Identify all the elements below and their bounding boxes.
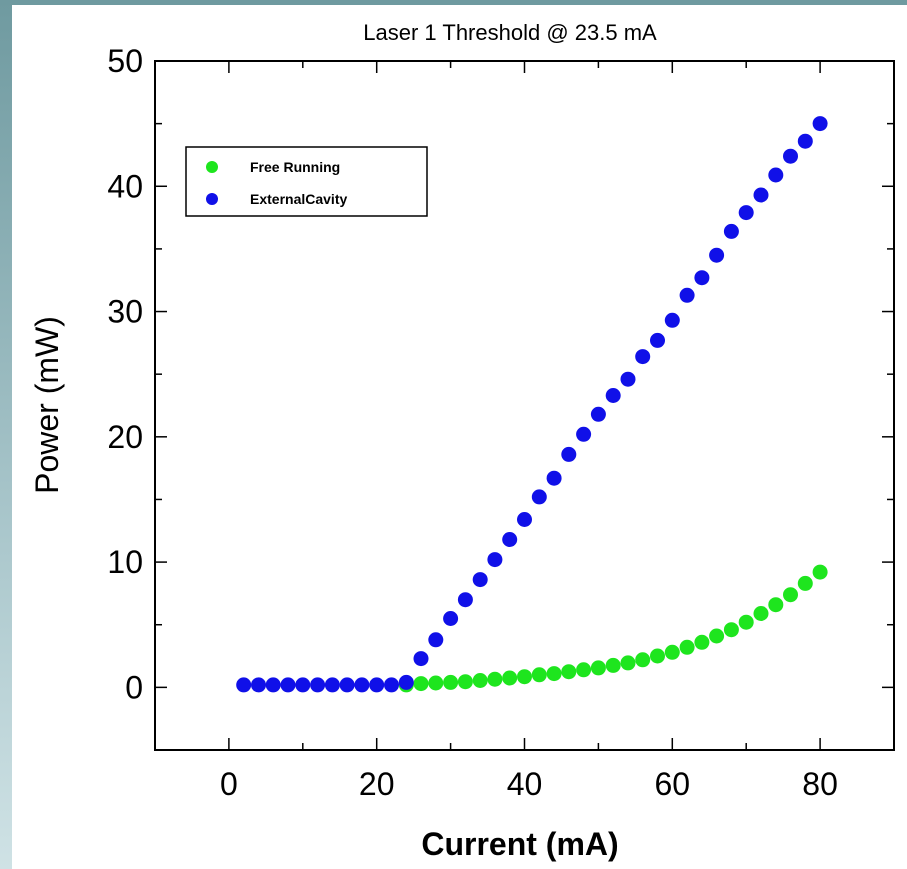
data-point xyxy=(620,371,636,387)
y-tick-label: 50 xyxy=(107,43,143,79)
data-point xyxy=(413,676,429,692)
data-point xyxy=(502,532,518,547)
data-point xyxy=(517,669,532,685)
data-point xyxy=(812,116,828,132)
data-point xyxy=(723,223,739,239)
data-point xyxy=(812,564,828,580)
window-frame-top xyxy=(0,0,907,5)
data-point xyxy=(561,664,577,680)
y-tick-label: 0 xyxy=(125,669,143,705)
data-point xyxy=(753,187,769,203)
y-tick-labels: 0 10 20 30 40 50 xyxy=(107,43,143,705)
data-point xyxy=(502,670,518,686)
chart-title: Laser 1 Threshold @ 23.5 mA xyxy=(363,20,657,45)
data-point xyxy=(679,639,695,655)
axis-ticks xyxy=(154,60,895,751)
data-point xyxy=(797,575,813,591)
data-point xyxy=(650,332,665,348)
data-point xyxy=(620,655,636,671)
data-point xyxy=(443,674,459,690)
data-point xyxy=(635,652,651,668)
data-point xyxy=(457,592,473,608)
legend: Free Running ExternalCavity xyxy=(185,146,428,217)
data-point xyxy=(576,426,592,442)
data-point xyxy=(738,205,754,221)
data-point xyxy=(398,674,414,690)
x-axis-label: Current (mA) xyxy=(421,826,618,862)
data-point xyxy=(369,677,385,693)
data-point xyxy=(428,675,444,691)
data-point xyxy=(546,666,562,682)
y-tick-label: 20 xyxy=(107,419,143,455)
data-point xyxy=(783,148,798,164)
data-point xyxy=(783,587,798,603)
data-point xyxy=(487,552,503,568)
data-point xyxy=(738,614,754,630)
data-point xyxy=(590,406,606,422)
data-point xyxy=(664,312,680,328)
data-point xyxy=(768,167,784,183)
data-point xyxy=(694,634,710,650)
data-point xyxy=(517,512,532,527)
y-tick-label: 40 xyxy=(107,168,143,204)
data-point xyxy=(590,660,606,676)
data-point xyxy=(443,611,459,626)
data-point xyxy=(576,662,592,678)
data-point xyxy=(339,677,355,693)
data-point xyxy=(487,671,503,687)
x-tick-label: 40 xyxy=(507,766,543,802)
data-point xyxy=(605,657,621,673)
x-tick-labels: 0 20 40 60 80 xyxy=(220,766,838,802)
data-point xyxy=(310,677,326,693)
y-axis-label: Power (mW) xyxy=(29,316,65,494)
window-frame-left xyxy=(0,0,12,869)
x-tick-label: 20 xyxy=(359,766,395,802)
data-point xyxy=(679,287,695,303)
data-point xyxy=(753,606,769,621)
legend-marker-external-cavity xyxy=(206,193,218,205)
series-free-running xyxy=(398,564,828,693)
data-point xyxy=(280,677,296,693)
data-point xyxy=(413,651,429,667)
x-tick-label: 80 xyxy=(802,766,838,802)
data-point xyxy=(295,677,311,693)
legend-box xyxy=(185,146,428,217)
data-point xyxy=(605,388,621,403)
data-point xyxy=(797,133,813,149)
x-tick-label: 60 xyxy=(655,766,691,802)
data-point xyxy=(635,349,651,365)
data-point xyxy=(384,677,399,693)
series-layer xyxy=(236,116,828,693)
legend-label-external-cavity: ExternalCavity xyxy=(250,191,347,207)
y-tick-label: 10 xyxy=(107,544,143,580)
data-point xyxy=(472,572,488,588)
data-point xyxy=(428,632,444,648)
y-tick-label: 30 xyxy=(107,294,143,330)
data-point xyxy=(531,667,547,683)
legend-marker-free-running xyxy=(206,161,218,173)
data-point xyxy=(768,597,784,613)
data-point xyxy=(531,489,547,505)
data-point xyxy=(561,446,577,462)
legend-label-free-running: Free Running xyxy=(250,159,340,175)
data-point xyxy=(251,677,266,693)
data-point xyxy=(457,674,473,690)
x-tick-label: 0 xyxy=(220,766,238,802)
series-external-cavity xyxy=(236,116,828,693)
data-point xyxy=(354,677,370,693)
data-point xyxy=(472,673,488,688)
data-point xyxy=(709,247,725,263)
data-point xyxy=(324,677,340,693)
data-point xyxy=(694,270,710,286)
data-point xyxy=(265,677,281,693)
data-point xyxy=(664,644,680,660)
data-point xyxy=(723,622,739,638)
data-point xyxy=(650,648,665,664)
data-point xyxy=(546,470,562,486)
data-point xyxy=(236,677,252,693)
data-point xyxy=(709,628,725,644)
